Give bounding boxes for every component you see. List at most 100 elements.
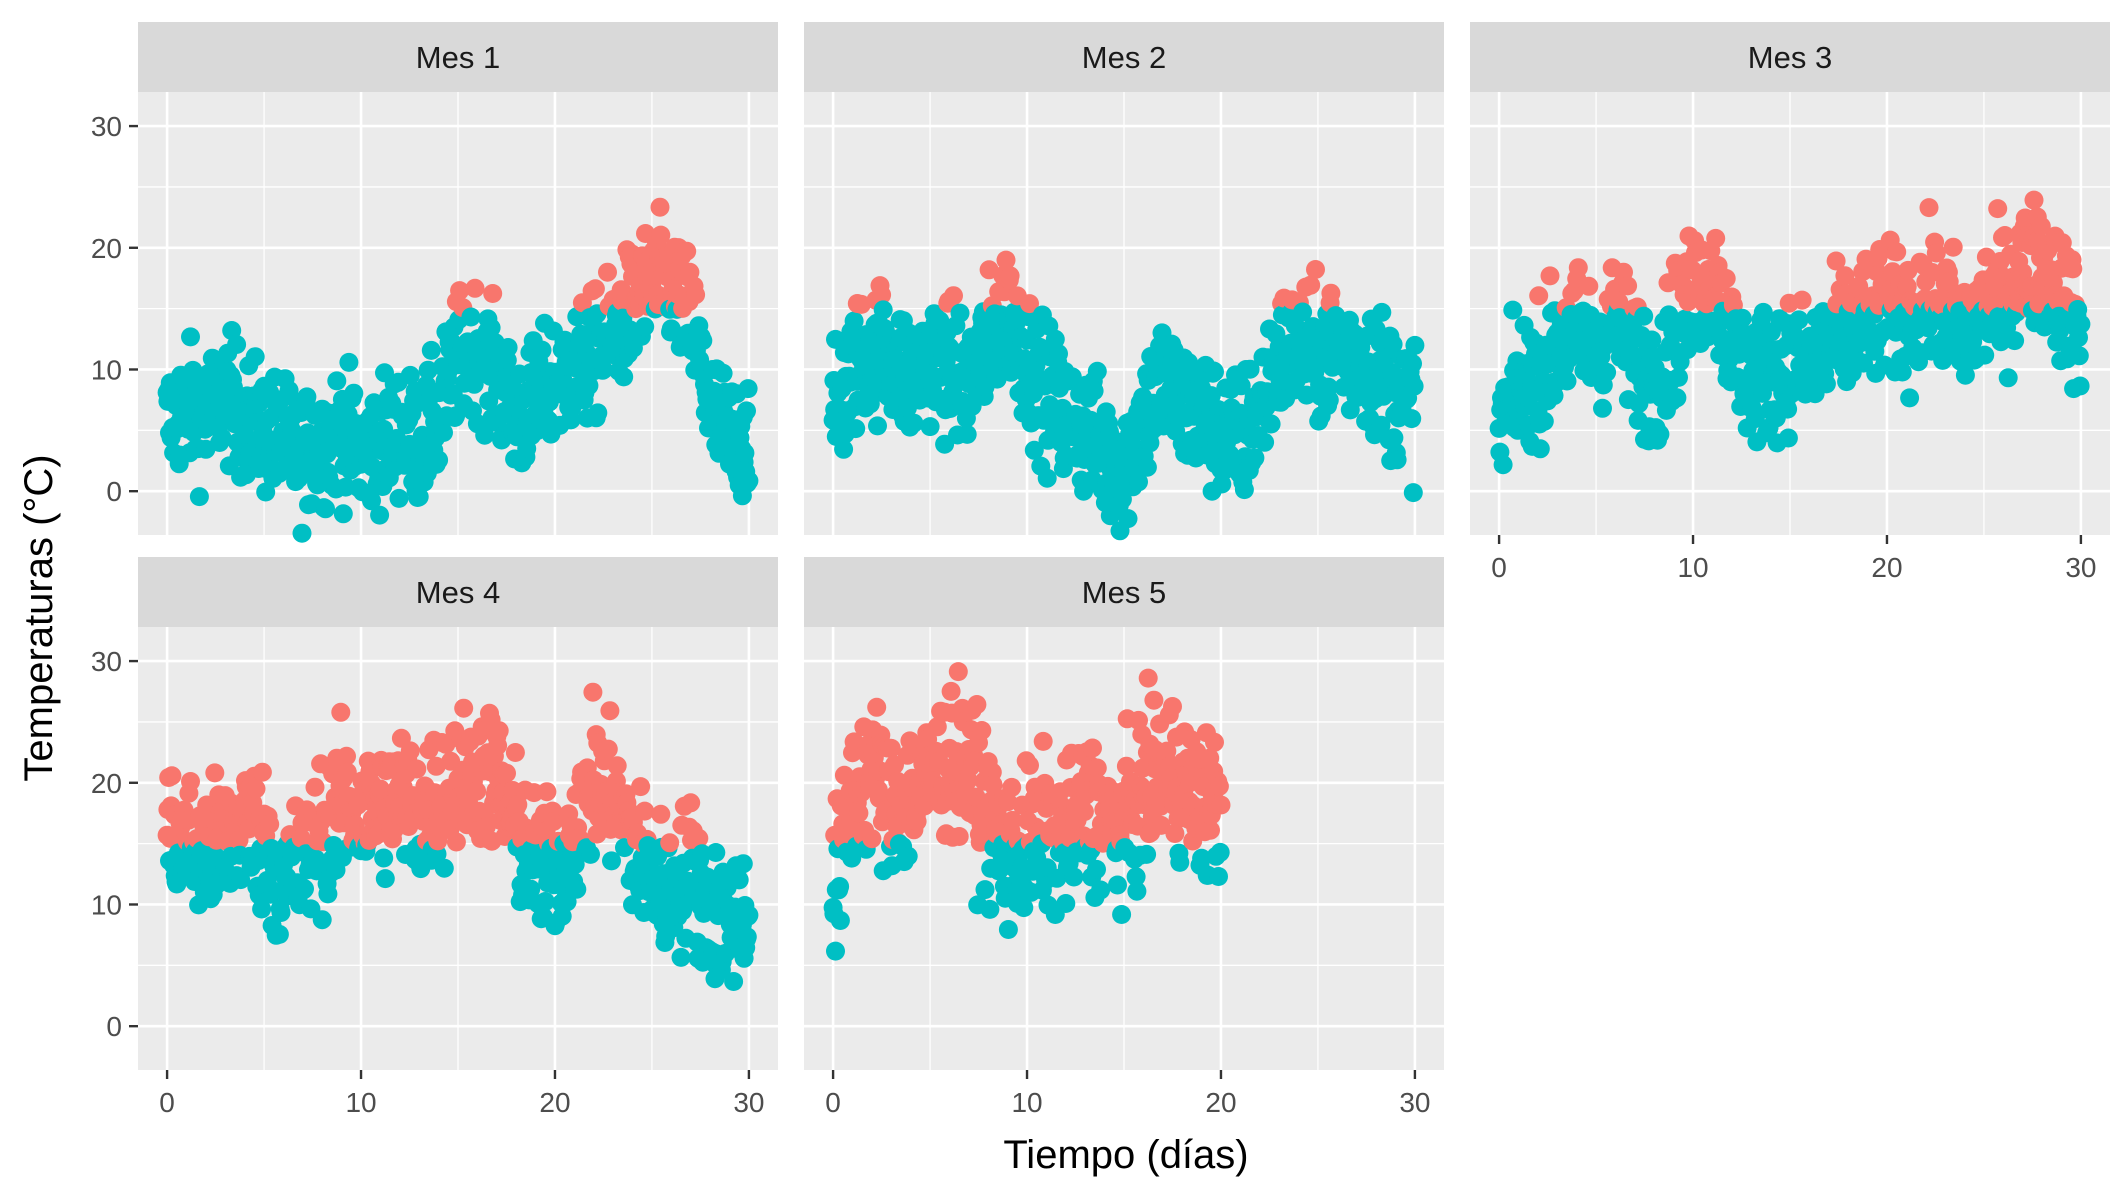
data-point — [733, 854, 753, 874]
data-point — [400, 365, 420, 385]
y-axis-title: Temperaturas (°C) — [17, 454, 61, 781]
data-point — [1087, 859, 1106, 879]
data-point — [1201, 386, 1221, 406]
data-point — [1998, 368, 2018, 388]
data-point — [1144, 690, 1164, 710]
data-point — [450, 281, 470, 301]
data-point — [983, 775, 1003, 795]
data-point — [337, 762, 357, 782]
data-point — [461, 307, 481, 327]
data-point — [1205, 732, 1224, 752]
data-points — [823, 662, 1231, 961]
data-point — [362, 491, 381, 511]
data-point — [585, 279, 605, 299]
data-point — [581, 844, 600, 864]
data-point — [2071, 314, 2091, 334]
data-point — [2068, 300, 2088, 319]
data-point — [1112, 905, 1132, 924]
data-point — [252, 762, 272, 782]
data-point — [567, 879, 587, 899]
data-point — [337, 746, 356, 766]
y-tick-label: 30 — [91, 111, 122, 142]
data-point — [2005, 331, 2025, 351]
data-point — [686, 285, 706, 305]
panel-strip-label: Mes 5 — [1082, 575, 1166, 610]
data-point — [189, 487, 209, 507]
data-point — [1321, 283, 1341, 303]
data-point — [1245, 448, 1265, 468]
data-point — [602, 851, 621, 871]
data-point — [1667, 388, 1687, 408]
y-tick-label: 10 — [91, 354, 122, 385]
data-point — [1024, 440, 1044, 460]
data-point — [631, 777, 651, 797]
data-point — [716, 943, 735, 963]
data-point — [671, 947, 691, 967]
data-point — [1205, 362, 1224, 382]
data-point — [1943, 237, 1963, 257]
data-point — [436, 734, 456, 754]
data-point — [271, 903, 291, 922]
data-point — [661, 319, 681, 339]
data-point — [1209, 776, 1229, 796]
data-point — [1778, 399, 1798, 419]
data-point — [975, 880, 995, 900]
data-point — [1255, 432, 1275, 452]
data-point — [948, 662, 968, 682]
data-point — [1892, 362, 1912, 382]
x-axis-title: Tiempo (días) — [1003, 1133, 1248, 1177]
data-point — [872, 285, 892, 305]
data-point — [1209, 867, 1228, 886]
data-point — [660, 833, 680, 853]
data-point — [1792, 290, 1812, 310]
data-point — [849, 803, 869, 823]
data-point — [370, 505, 390, 525]
data-point — [1087, 758, 1107, 778]
data-point — [1403, 483, 1423, 503]
data-point — [944, 286, 963, 306]
x-tick-label: 10 — [1677, 552, 1708, 583]
data-point — [1116, 756, 1136, 776]
data-point — [713, 363, 733, 383]
data-point — [881, 738, 901, 758]
data-point — [579, 376, 599, 396]
data-point — [851, 294, 871, 314]
data-point — [1056, 894, 1076, 913]
data-point — [1037, 468, 1057, 488]
data-point — [950, 303, 970, 323]
data-point — [1151, 815, 1171, 835]
data-points — [823, 250, 1425, 541]
data-point — [735, 443, 755, 463]
data-point — [1789, 310, 1809, 330]
x-tick-label: 30 — [2065, 552, 2096, 583]
data-point — [434, 858, 454, 878]
data-point — [1897, 277, 1917, 296]
data-point — [1597, 362, 1617, 382]
data-point — [375, 869, 395, 889]
data-point — [1064, 867, 1084, 887]
data-point — [967, 695, 987, 714]
data-point — [246, 779, 266, 799]
data-point — [1306, 260, 1325, 279]
data-point — [1020, 294, 1039, 314]
data-point — [1127, 881, 1147, 901]
data-point — [1402, 409, 1422, 429]
data-point — [465, 278, 485, 298]
data-point — [1753, 302, 1773, 322]
data-point — [724, 972, 744, 991]
data-point — [1618, 276, 1638, 296]
x-tick-label: 20 — [1871, 552, 1902, 583]
data-point — [1083, 738, 1102, 758]
panels-layer: Mes 1 0 10 20 30 Mes 2 Mes 3 0 10 20 30 Mes 4 0 10 20 3… — [91, 22, 2110, 1118]
data-point — [1261, 414, 1281, 434]
data-point — [1240, 359, 1260, 379]
data-point — [826, 941, 845, 961]
data-point — [1062, 367, 1082, 387]
data-point — [583, 682, 603, 702]
data-point — [312, 910, 332, 930]
data-point — [467, 781, 487, 801]
data-point — [464, 374, 484, 394]
data-point — [1778, 428, 1798, 448]
data-point — [862, 829, 882, 849]
data-point — [316, 499, 335, 519]
